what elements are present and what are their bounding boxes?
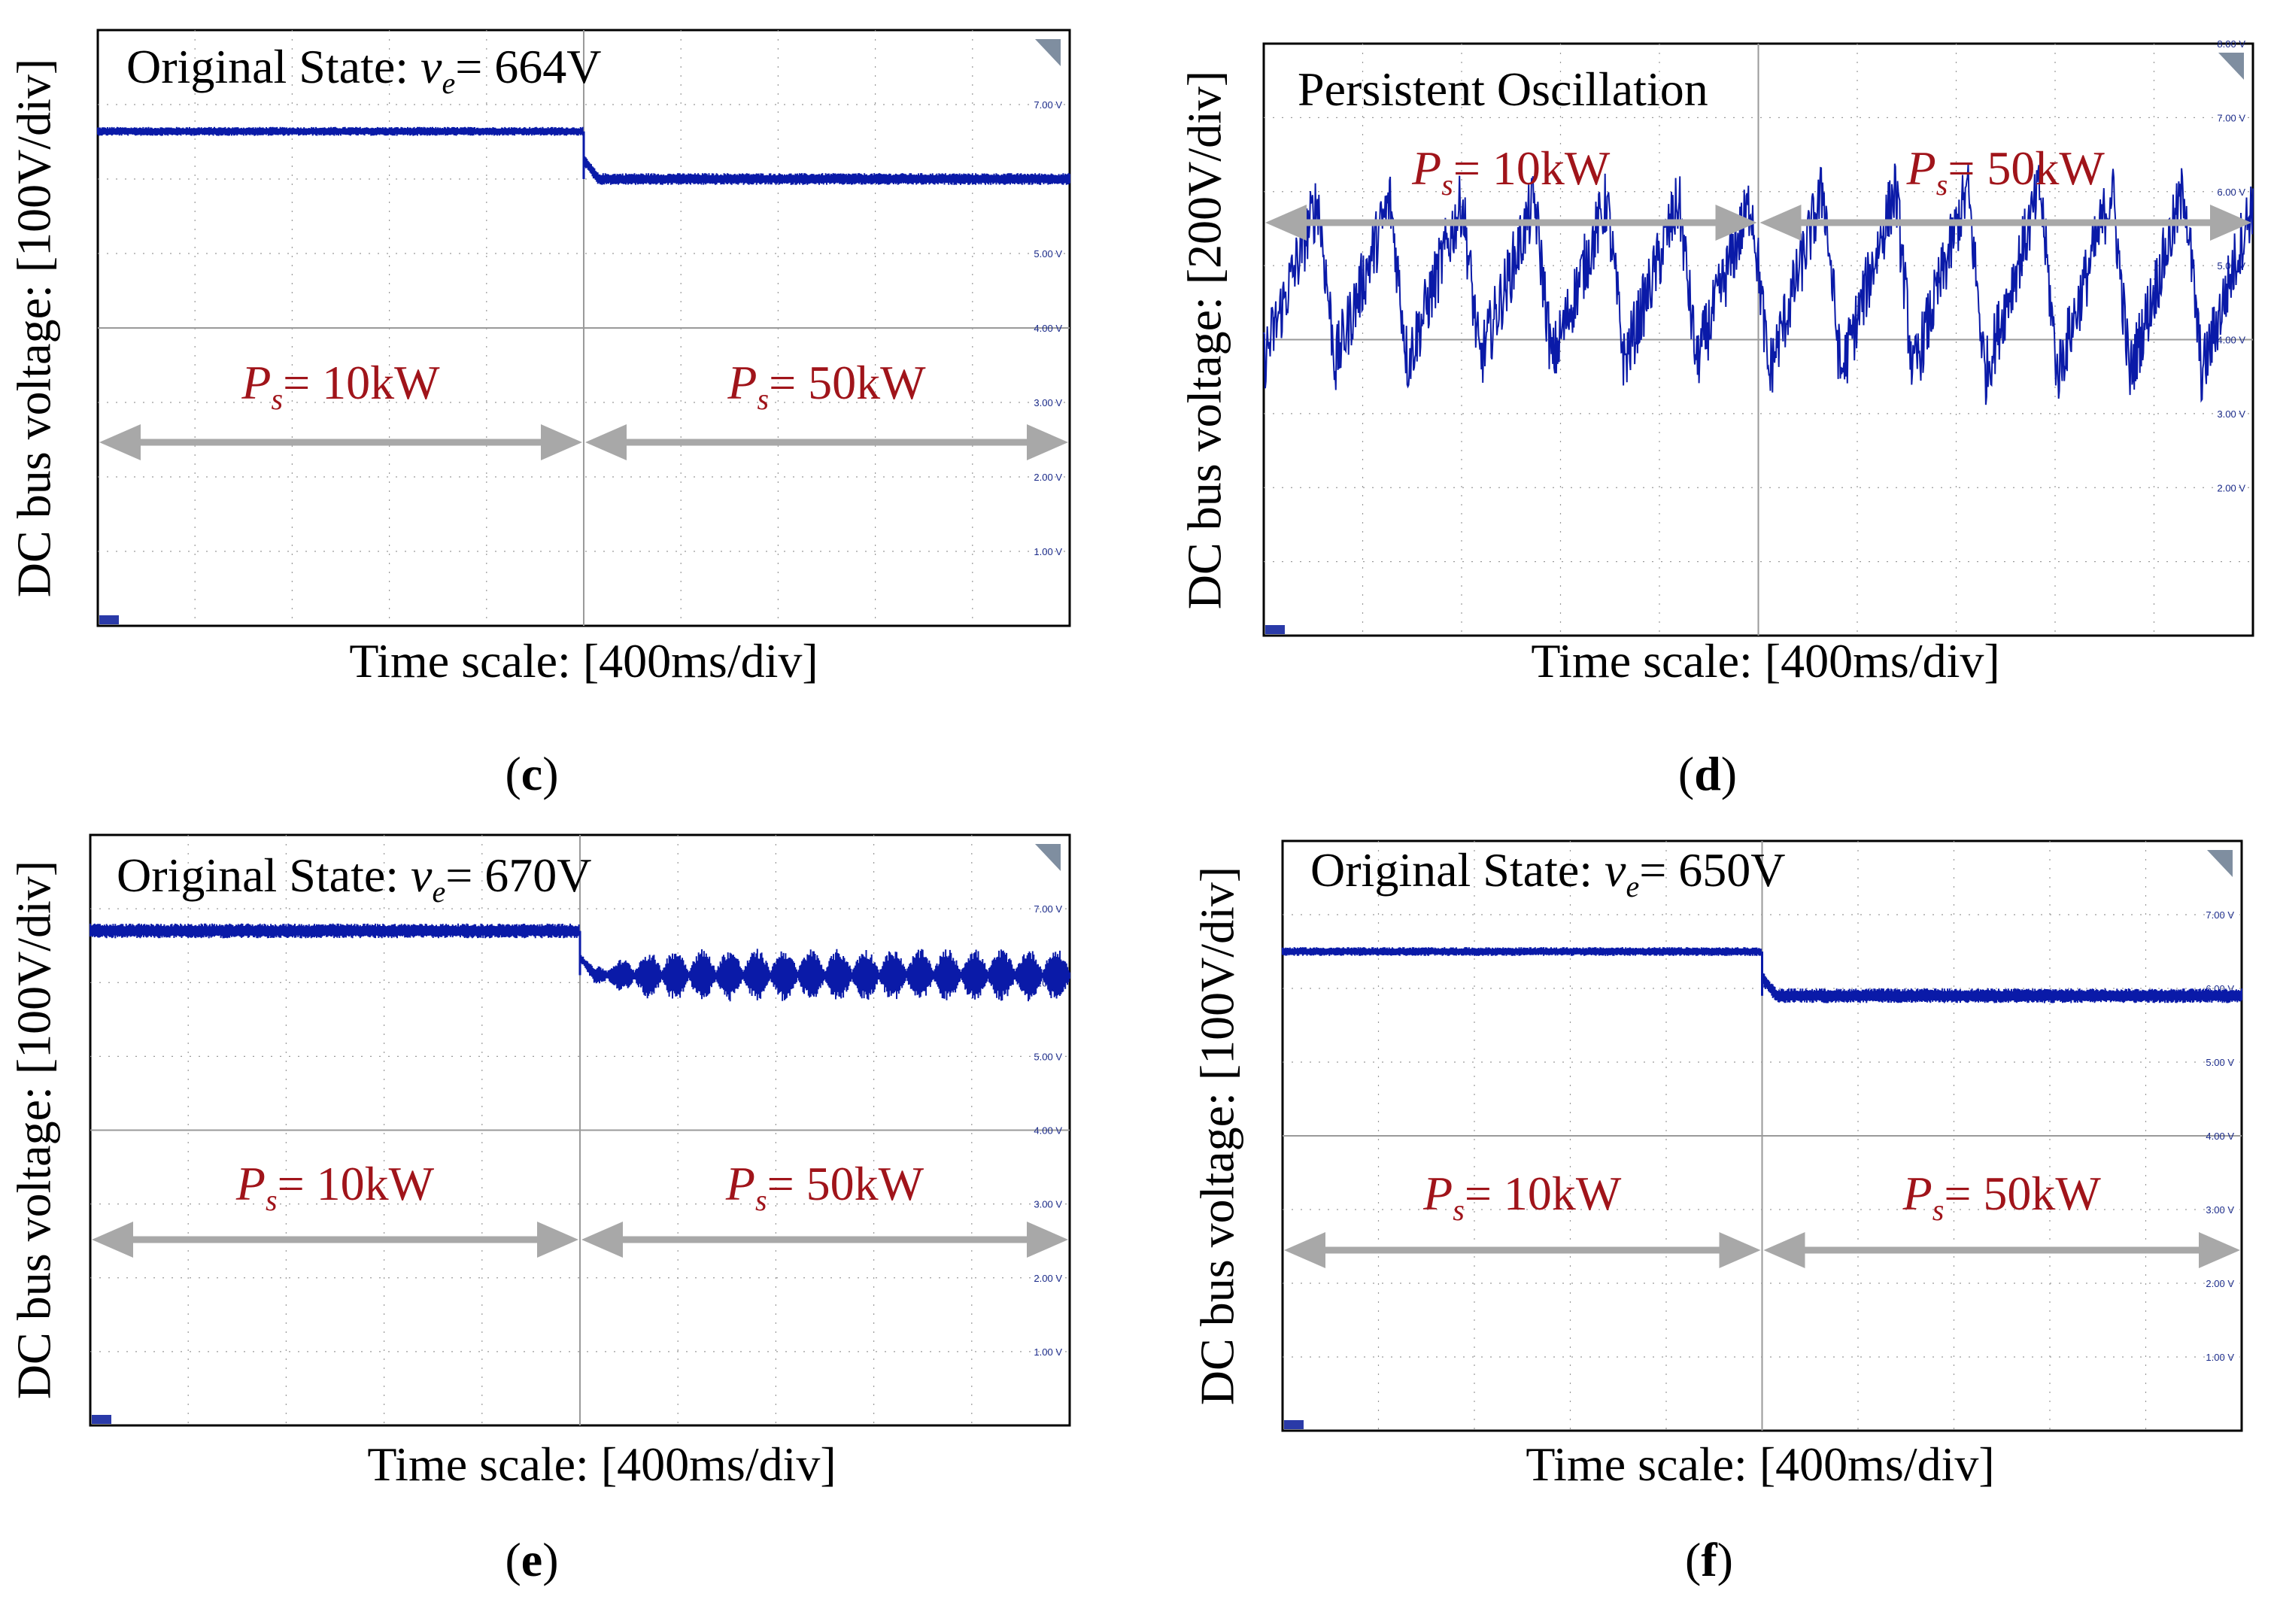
- probe-marker-icon: [2218, 53, 2244, 80]
- panel-f: 7.00 V6.00 V5.00 V4.00 V3.00 V2.00 V1.00…: [1191, 839, 2243, 1586]
- arrow-head-left: [99, 424, 141, 460]
- probe-marker-icon: [1035, 39, 1061, 66]
- y-tick-label: 1.00 V: [2206, 1352, 2234, 1363]
- trace-line: [1263, 163, 2254, 405]
- arrow-head-left: [1265, 205, 1307, 241]
- x-axis-label: Time scale: [400ms/div]: [349, 634, 818, 688]
- power-annotation: Ps= 50kW: [1902, 1167, 2102, 1227]
- trace-band: [97, 126, 1070, 185]
- y-tick-label: 5.00 V: [1034, 1051, 1062, 1062]
- y-tick-label: 1.00 V: [1034, 1346, 1062, 1358]
- y-tick-label: 3.00 V: [1034, 1199, 1062, 1210]
- y-tick-label: 2.00 V: [2217, 482, 2245, 493]
- panel-title: Persistent Oscillation: [1298, 62, 1708, 116]
- channel-marker-icon: [1284, 1420, 1304, 1429]
- y-tick-label: 7.00 V: [2217, 112, 2245, 123]
- y-tick-label: 4.00 V: [1034, 323, 1062, 334]
- y-axis-label: DC bus voltage: [100V/div]: [8, 59, 61, 597]
- y-tick-label: 4.00 V: [2217, 335, 2245, 346]
- x-axis-label: Time scale: [400ms/div]: [1531, 634, 1999, 688]
- arrow-head-right: [1719, 1232, 1761, 1268]
- power-annotation: Ps= 50kW: [727, 356, 926, 416]
- power-annotation: Ps= 10kW: [241, 356, 440, 416]
- y-tick-label: 3.00 V: [2206, 1204, 2234, 1216]
- voltage-trace: [90, 923, 1070, 1002]
- channel-marker-icon: [99, 615, 119, 624]
- y-tick-label: 7.00 V: [1034, 99, 1062, 111]
- y-axis-label: DC bus voltage: [200V/div]: [1178, 71, 1231, 609]
- grid: [1264, 44, 2253, 636]
- x-axis-label: Time scale: [400ms/div]: [367, 1437, 836, 1491]
- y-tick-label: 2.00 V: [1034, 1273, 1062, 1284]
- panel-label: (d): [1678, 747, 1737, 800]
- arrow-head-left: [1759, 205, 1802, 241]
- panel-title: Original State: ve= 670V: [117, 848, 592, 909]
- panel-title: Original State: ve= 650V: [1310, 843, 1786, 903]
- x-axis-label: Time scale: [400ms/div]: [1526, 1437, 1994, 1491]
- panel-d: 8.00 V7.00 V6.00 V5.00 V4.00 V3.00 V2.00…: [1178, 38, 2254, 800]
- arrow-head-left: [581, 1222, 623, 1258]
- power-annotation: Ps= 10kW: [1411, 141, 1611, 202]
- trace-band: [1282, 947, 2242, 1003]
- panel-title: Original State: ve= 664V: [126, 40, 602, 100]
- arrow-head-right: [1027, 1222, 1068, 1258]
- power-arrows: [1284, 1232, 2240, 1268]
- arrow-head-right: [541, 424, 582, 460]
- arrow-head-right: [1715, 205, 1757, 241]
- arrow-head-right: [537, 1222, 578, 1258]
- y-tick-label: 7.00 V: [2206, 909, 2234, 921]
- power-annotation: Ps= 10kW: [235, 1157, 435, 1217]
- probe-marker-icon: [1035, 844, 1061, 871]
- y-tick-label: 4.00 V: [1034, 1125, 1062, 1137]
- arrow-head-left: [92, 1222, 133, 1258]
- y-tick-label: 5.00 V: [2206, 1057, 2234, 1068]
- y-tick-label: 7.00 V: [1034, 903, 1062, 915]
- arrow-head-left: [1763, 1232, 1805, 1268]
- voltage-trace: [1282, 947, 2242, 1003]
- y-tick-label: 2.00 V: [2206, 1278, 2234, 1289]
- power-arrows: [92, 1222, 1068, 1258]
- arrow-head-left: [1284, 1232, 1325, 1268]
- power-annotation: Ps= 10kW: [1422, 1167, 1622, 1227]
- panel-e: 7.00 V6.00 V5.00 V4.00 V3.00 V2.00 V1.00…: [8, 833, 1071, 1586]
- arrow-head-right: [2210, 205, 2251, 241]
- panel-label: (c): [505, 747, 558, 800]
- arrow-head-right: [1027, 424, 1068, 460]
- y-tick-label: 6.00 V: [2217, 187, 2245, 198]
- panel-label: (f): [1685, 1533, 1733, 1586]
- power-annotation: Ps= 50kW: [725, 1157, 924, 1217]
- y-tick-label: 5.00 V: [1034, 248, 1062, 260]
- y-tick-label: 1.00 V: [1034, 546, 1062, 557]
- probe-marker-icon: [2207, 850, 2233, 877]
- power-arrows: [99, 424, 1068, 460]
- power-arrows: [1265, 205, 2251, 241]
- y-axis-label: DC bus voltage: [100V/div]: [8, 861, 61, 1399]
- trace-band: [90, 923, 1070, 1002]
- y-tick-label: 8.00 V: [2217, 38, 2245, 50]
- power-annotation: Ps= 50kW: [1906, 141, 2105, 202]
- voltage-trace: [97, 126, 1070, 185]
- channel-marker-icon: [92, 1415, 111, 1424]
- arrow-head-right: [2199, 1232, 2240, 1268]
- arrow-head-left: [585, 424, 627, 460]
- y-axis-label: DC bus voltage: [100V/div]: [1191, 867, 1244, 1405]
- panel-label: (e): [505, 1533, 558, 1586]
- channel-marker-icon: [1265, 625, 1285, 634]
- y-tick-label: 3.00 V: [1034, 397, 1062, 408]
- y-tick-label: 3.00 V: [2217, 408, 2245, 420]
- y-tick-label: 2.00 V: [1034, 472, 1062, 483]
- voltage-trace: [1263, 163, 2254, 405]
- y-tick-label: 4.00 V: [2206, 1131, 2234, 1142]
- panel-c: 7.00 V6.00 V5.00 V4.00 V3.00 V2.00 V1.00…: [8, 29, 1071, 800]
